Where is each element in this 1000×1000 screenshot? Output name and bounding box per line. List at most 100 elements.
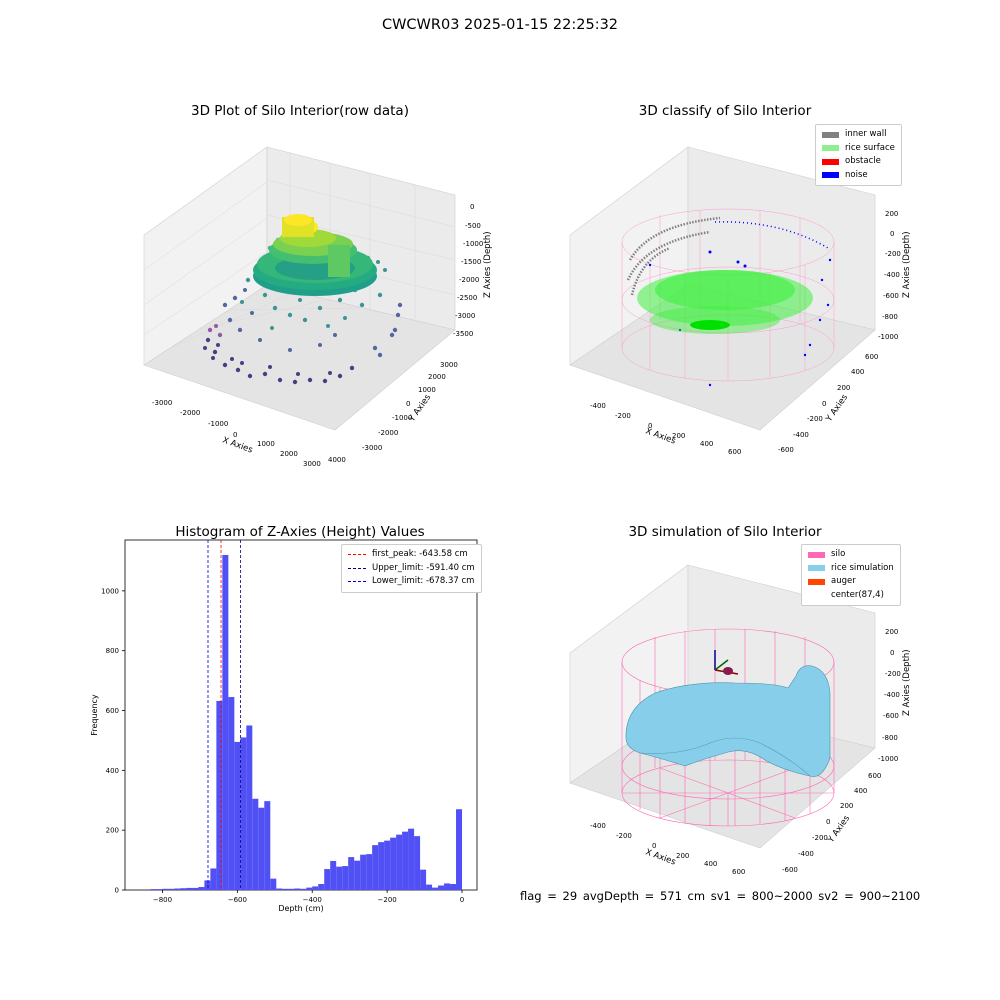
svg-text:-200: -200 (616, 832, 632, 840)
histogram-ytick-label: 0 (115, 887, 119, 895)
histogram-yticks: 0 200 400 600 800 1000 (101, 587, 125, 895)
svg-text:-600: -600 (782, 866, 798, 874)
raw-surface-rings (253, 214, 377, 296)
histogram-bar (372, 845, 379, 890)
svg-text:-600: -600 (883, 712, 899, 720)
classify-xlabel: X Axies (644, 426, 677, 446)
sim-xlabel: X Axies (644, 847, 677, 867)
classify-yticks: -600 -400 -200 0 200 400 600 (778, 353, 878, 454)
svg-text:200: 200 (885, 628, 898, 636)
histogram-bar (396, 834, 403, 890)
svg-text:400: 400 (700, 440, 713, 448)
svg-text:600: 600 (728, 448, 741, 456)
svg-text:0: 0 (822, 400, 826, 408)
histogram-title: Histogram of Z-Axies (Height) Values (175, 524, 425, 540)
legend-line (348, 567, 366, 569)
histogram-bar (456, 809, 463, 890)
legend-swatch (808, 565, 825, 572)
histogram-bar (258, 807, 265, 890)
svg-text:400: 400 (854, 787, 867, 795)
histogram-bar (444, 883, 451, 890)
svg-text:200: 200 (837, 384, 850, 392)
histogram-bar (414, 836, 421, 890)
svg-text:-1000: -1000 (463, 240, 483, 248)
svg-text:-1000: -1000 (878, 333, 898, 341)
svg-text:-1000: -1000 (208, 420, 228, 428)
legend-item-upper-limit: Upper_limit: -591.40 cm (348, 562, 475, 576)
histogram-xtick-label: 0 (460, 896, 464, 904)
legend-line (348, 554, 366, 556)
raw-zticks: 0 -500 -1000 -1500 -2000 -2500 -3000 -35… (453, 203, 483, 338)
classify-noise-points (648, 250, 832, 387)
svg-text:-3500: -3500 (453, 330, 473, 338)
legend-item-first-peak: first_peak: -643.58 cm (348, 548, 475, 562)
svg-text:-500: -500 (465, 222, 481, 230)
raw-plot-title: 3D Plot of Silo Interior(row data) (191, 103, 409, 119)
sim-yticks: -600 -400 -200 0 200 400 600 (782, 772, 881, 874)
histogram-bar (426, 884, 433, 890)
histogram-bar (342, 866, 349, 890)
histogram-bar (432, 887, 439, 890)
histogram-bar (300, 888, 307, 890)
histogram-bar (360, 854, 367, 890)
histogram-bar (174, 888, 181, 890)
histogram-reference-lines (207, 540, 241, 890)
svg-text:0: 0 (826, 818, 830, 826)
histogram-bar (162, 888, 169, 890)
legend-swatch (808, 578, 825, 585)
svg-text:1000: 1000 (257, 440, 275, 448)
histogram-bar (294, 888, 301, 890)
legend-swatch (808, 551, 825, 558)
histogram-ylabel: Frequency (90, 694, 99, 736)
svg-text:-200: -200 (885, 670, 901, 678)
histogram-ytick-label: 800 (106, 647, 119, 655)
histogram-bar (264, 801, 271, 890)
histogram-ytick-label: 200 (106, 827, 119, 835)
histogram-xlabel: Depth (cm) (278, 904, 323, 913)
svg-text:-2000: -2000 (180, 409, 200, 417)
svg-text:600: 600 (732, 868, 745, 876)
legend-swatch (822, 172, 839, 179)
histogram-bar (216, 700, 223, 890)
histogram-bar (222, 554, 229, 890)
histogram-bars (150, 554, 463, 890)
svg-text:-200: -200 (812, 834, 828, 842)
status-footer: flag = 29 avgDepth = 571 cm sv1 = 800~20… (520, 889, 921, 903)
raw-ylabel: Y Axies (407, 392, 434, 424)
raw-zlabel: Z Axies (Depth) (483, 231, 493, 298)
svg-text:-200: -200 (615, 412, 631, 420)
legend-swatch (822, 145, 839, 152)
legend-item-lower-limit: Lower_limit: -678.37 cm (348, 575, 475, 589)
histogram-bar (450, 884, 457, 890)
histogram-bar (366, 854, 373, 890)
histogram-bar (234, 741, 241, 890)
svg-text:400: 400 (851, 368, 864, 376)
svg-text:0: 0 (470, 203, 474, 211)
svg-text:1000: 1000 (418, 386, 436, 394)
histogram-bar (186, 887, 193, 890)
histogram-bar (156, 889, 163, 890)
svg-text:200: 200 (672, 432, 685, 440)
svg-text:-3000: -3000 (362, 444, 382, 452)
svg-text:0: 0 (406, 400, 410, 408)
histogram-ytick-label: 1000 (101, 587, 119, 595)
raw-xticks: -3000 -2000 -1000 0 1000 2000 3000 4000 (152, 399, 346, 468)
svg-text:-1500: -1500 (461, 258, 481, 266)
sim-rice-surface (625, 665, 831, 777)
histogram-bar (330, 860, 337, 890)
legend-item-noise: noise (822, 169, 895, 183)
histogram-bar (198, 887, 205, 890)
svg-text:-400: -400 (798, 850, 814, 858)
classify-xticks: -400 -200 0 200 400 600 (590, 402, 741, 456)
svg-text:4000: 4000 (328, 456, 346, 464)
histogram-bar (210, 868, 217, 890)
svg-text:-200: -200 (885, 250, 901, 258)
histogram-bar (378, 842, 385, 890)
svg-text:-400: -400 (590, 822, 606, 830)
raw-yticks: -3000 -2000 -1000 0 1000 2000 3000 (362, 361, 458, 452)
svg-text:400: 400 (704, 860, 717, 868)
simulation-3d-plot: -400 -200 0 200 400 600 X Axies -600 -40… (569, 564, 912, 876)
sim-auger (714, 650, 739, 675)
svg-text:-3000: -3000 (455, 312, 475, 320)
svg-text:-600: -600 (778, 446, 794, 454)
